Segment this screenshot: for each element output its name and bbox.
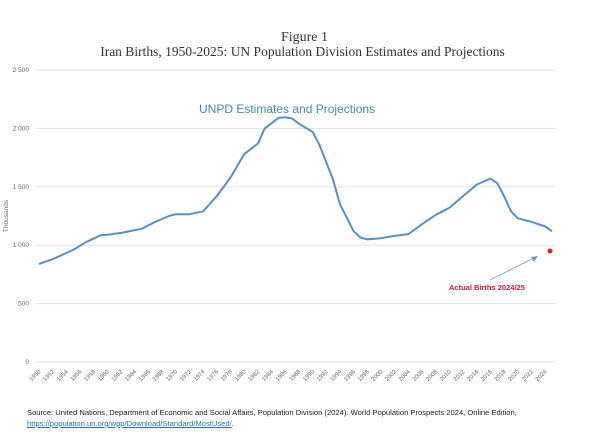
x-tick-label: 2014 bbox=[466, 369, 480, 383]
source-text: Source: United Nations, Department of Ec… bbox=[27, 408, 517, 417]
y-tick-label: 1 500 bbox=[13, 184, 30, 191]
x-tick-label: 1976 bbox=[207, 369, 221, 383]
x-tick-label: 1956 bbox=[70, 369, 84, 383]
x-tick-label: 2000 bbox=[371, 369, 385, 383]
actual-births-label: Actual Births 2024/25 bbox=[449, 283, 525, 292]
series-label-unpd: UNPD Estimates and Projections bbox=[199, 102, 375, 116]
x-tick-label: 2022 bbox=[521, 369, 535, 383]
x-tick-label: 1962 bbox=[111, 369, 125, 383]
source-note: Source: United Nations, Department of Ec… bbox=[27, 407, 517, 429]
x-tick-label: 1950 bbox=[29, 369, 43, 383]
x-tick-label: 1996 bbox=[343, 369, 357, 383]
figure-number: Figure 1 bbox=[280, 30, 329, 45]
x-tick-label: 1988 bbox=[289, 369, 303, 383]
source-trail: . bbox=[231, 419, 234, 428]
x-tick-label: 1998 bbox=[357, 369, 371, 383]
x-tick-label: 2016 bbox=[480, 369, 494, 383]
chart-title: Iran Births, 1950-2025: UN Population Di… bbox=[100, 44, 505, 59]
actual-births-point bbox=[547, 248, 553, 254]
y-tick-label: 1 000 bbox=[13, 242, 30, 249]
x-tick-label: 1980 bbox=[234, 369, 248, 383]
x-tick-label: 1984 bbox=[261, 369, 275, 383]
x-tick-label: 2002 bbox=[384, 369, 398, 383]
x-tick-label: 2018 bbox=[494, 369, 508, 383]
x-tick-label: 1960 bbox=[97, 369, 111, 383]
x-tick-label: 2024 bbox=[535, 369, 549, 383]
x-tick-label: 1982 bbox=[248, 369, 262, 383]
x-tick-label: 1970 bbox=[166, 369, 180, 383]
x-tick-label: 1986 bbox=[275, 369, 289, 383]
y-tick-label: 500 bbox=[18, 301, 29, 308]
x-tick-label: 2006 bbox=[412, 369, 426, 383]
x-tick-label: 1978 bbox=[220, 369, 234, 383]
x-tick-label: 2008 bbox=[425, 369, 439, 383]
y-tick-label: 2 500 bbox=[13, 67, 30, 74]
x-tick-label: 2010 bbox=[439, 369, 453, 383]
x-tick-label: 2020 bbox=[508, 369, 522, 383]
x-tick-label: 1972 bbox=[179, 369, 193, 383]
x-tick-label: 1966 bbox=[138, 369, 152, 383]
x-tick-label: 1992 bbox=[316, 369, 330, 383]
x-tick-label: 1958 bbox=[83, 369, 97, 383]
x-tick-label: 1968 bbox=[152, 369, 166, 383]
y-tick-label: 2 000 bbox=[13, 125, 30, 132]
x-tick-label: 1990 bbox=[302, 369, 316, 383]
x-tick-label: 2012 bbox=[453, 369, 467, 383]
y-axis-label: Thousands bbox=[3, 199, 10, 232]
x-tick-label: 1964 bbox=[124, 369, 138, 383]
x-tick-label: 1952 bbox=[42, 369, 56, 383]
annotation-arrowhead bbox=[531, 256, 538, 262]
x-tick-label: 1994 bbox=[330, 369, 344, 383]
annotation-arrow-line bbox=[489, 257, 535, 281]
x-tick-label: 1954 bbox=[56, 369, 70, 383]
source-link[interactable]: https://population.un.org/wpp/Download/S… bbox=[27, 419, 232, 428]
series-line-unpd bbox=[38, 116, 553, 265]
x-tick-label: 1974 bbox=[193, 369, 207, 383]
x-tick-label: 2004 bbox=[398, 369, 412, 383]
y-tick-label: 0 bbox=[25, 359, 29, 366]
